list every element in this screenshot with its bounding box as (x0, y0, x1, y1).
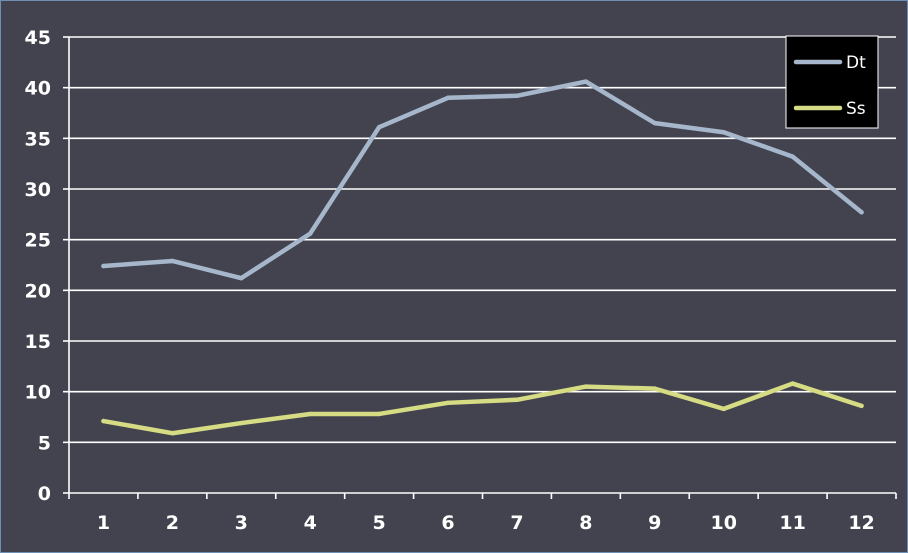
legend-label-ss: Ss (846, 99, 866, 119)
series-line-ss (101, 381, 864, 436)
data-point-dt (101, 263, 106, 269)
data-point-dt (583, 79, 589, 84)
data-point-ss (790, 381, 795, 386)
data-point-dt (790, 154, 795, 159)
data-point-dt (239, 275, 244, 281)
data-point-dt (308, 231, 313, 236)
series-line-dt (101, 79, 864, 281)
data-point-dt (445, 95, 451, 101)
x-tick-label: 10 (710, 512, 736, 534)
y-tick-label: 5 (38, 432, 51, 454)
x-tick-label: 8 (579, 512, 592, 534)
y-tick-label: 0 (38, 483, 51, 505)
y-tick-label: 20 (25, 280, 51, 302)
data-point-dt (376, 124, 382, 130)
data-point-ss (514, 397, 520, 402)
data-point-ss (101, 418, 106, 424)
y-tick-label: 15 (25, 331, 51, 353)
data-point-dt (514, 93, 520, 98)
data-point-ss (583, 384, 589, 389)
x-tick-label: 7 (510, 512, 523, 534)
y-tick-label: 30 (25, 179, 51, 201)
x-tick-label: 6 (441, 512, 454, 534)
data-point-ss (308, 411, 313, 417)
x-tick-label: 4 (304, 512, 317, 534)
legend-label-dt: Dt (846, 53, 866, 73)
data-point-ss (721, 406, 726, 412)
data-point-ss (652, 386, 657, 391)
data-point-dt (859, 210, 864, 215)
x-tick-label: 3 (235, 512, 248, 534)
y-tick-label: 40 (25, 78, 51, 100)
gridlines (69, 36, 896, 444)
x-tick-label: 2 (166, 512, 179, 534)
x-tick-label: 5 (373, 512, 386, 534)
y-tick-label: 10 (25, 382, 51, 404)
y-axis-tick-labels: 0 5 10 15 20 25 30 35 40 45 (25, 27, 51, 505)
data-point-dt (170, 258, 175, 264)
data-series (101, 79, 864, 436)
y-tick-label: 35 (25, 128, 51, 150)
x-tick-label: 11 (779, 512, 805, 534)
y-tick-label: 25 (25, 230, 51, 252)
y-tick-label: 45 (25, 27, 51, 49)
axes (63, 36, 897, 499)
data-point-dt (721, 130, 726, 135)
data-point-dt (652, 120, 657, 126)
data-point-ss (445, 400, 451, 406)
data-point-ss (376, 411, 382, 417)
x-axis-tick-labels: 1 2 3 4 5 6 7 8 9 10 11 12 (97, 512, 875, 534)
data-point-ss (170, 431, 175, 436)
data-point-ss (859, 403, 864, 409)
x-tick-label: 12 (848, 512, 874, 534)
x-tick-label: 1 (97, 512, 110, 534)
legend: Dt Ss (785, 35, 879, 129)
x-tick-label: 9 (648, 512, 661, 534)
data-point-ss (239, 420, 244, 426)
legend-box (785, 35, 879, 129)
